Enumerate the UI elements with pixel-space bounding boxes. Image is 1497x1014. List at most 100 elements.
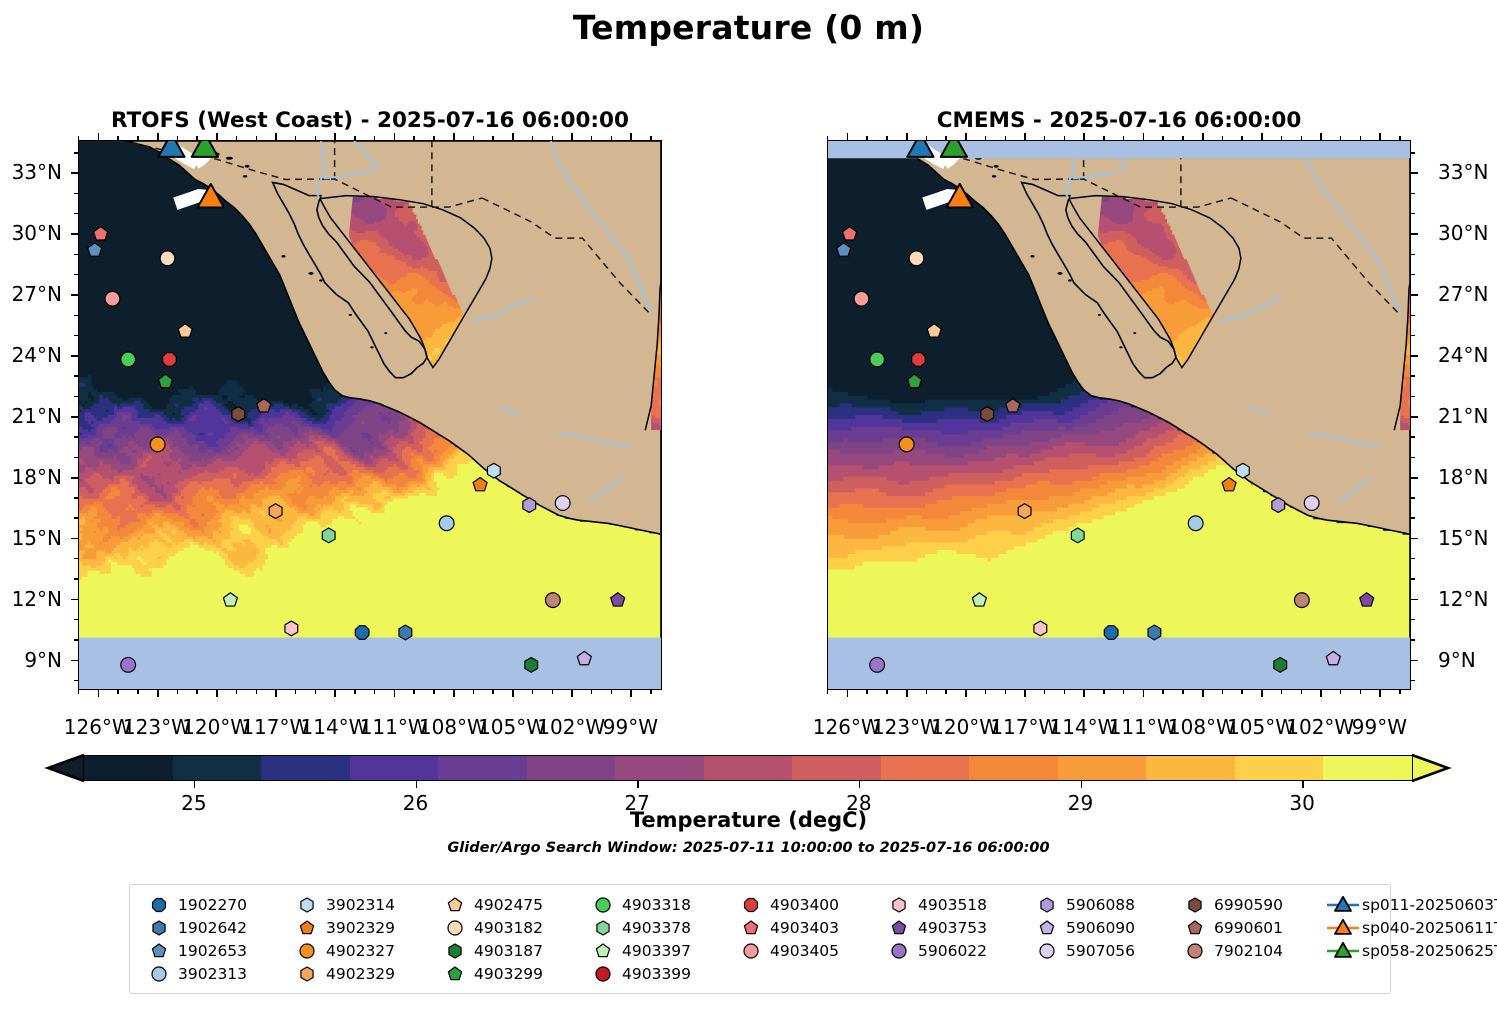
argo-marker[interactable]: [162, 352, 177, 367]
argo-marker[interactable]: [354, 625, 370, 640]
colorbar-min-arrow-edge: [44, 753, 85, 783]
argo-marker[interactable]: [398, 624, 413, 641]
argo-marker[interactable]: [1147, 624, 1162, 641]
argo-marker[interactable]: [1359, 592, 1375, 607]
argo-marker[interactable]: [1325, 650, 1341, 666]
argo-marker[interactable]: [157, 373, 174, 389]
argo-marker[interactable]: [1293, 592, 1310, 609]
argo-marker[interactable]: [576, 650, 592, 666]
map-cmems[interactable]: [827, 140, 1411, 690]
argo-marker[interactable]: [149, 436, 166, 453]
argo-marker[interactable]: [120, 351, 137, 368]
argo-marker[interactable]: [842, 226, 858, 241]
glider-marker[interactable]: [157, 140, 186, 158]
argo-marker[interactable]: [1271, 497, 1286, 514]
argo-marker[interactable]: [906, 373, 923, 389]
argo-marker[interactable]: [544, 592, 561, 609]
argo-marker[interactable]: [1187, 515, 1204, 532]
argo-marker[interactable]: [321, 527, 336, 544]
argo-marker[interactable]: [87, 242, 103, 257]
lat-tick: [1411, 659, 1418, 662]
argo-marker[interactable]: [971, 592, 988, 607]
glider-markers[interactable]: [157, 140, 225, 209]
lat-label: 12°N: [1438, 586, 1489, 611]
gulf-coast: [318, 194, 493, 369]
legend-label: 1902270: [178, 895, 248, 914]
argo-marker[interactable]: [554, 495, 571, 512]
argo-marker[interactable]: [1103, 625, 1119, 640]
argo-marker[interactable]: [898, 436, 915, 453]
argo-marker[interactable]: [438, 515, 455, 532]
argo-marker[interactable]: [1033, 620, 1048, 637]
argo-marker[interactable]: [908, 250, 925, 267]
colorbar-tick: [1080, 781, 1083, 788]
argo-marker[interactable]: [836, 242, 852, 257]
argo-marker[interactable]: [1235, 462, 1250, 479]
colorbar-tick: [637, 781, 639, 788]
sst-band: [828, 141, 1077, 404]
argo-marker[interactable]: [472, 476, 488, 492]
argo-marker[interactable]: [486, 462, 501, 479]
lon-tick: [393, 690, 396, 697]
legend-entry: 1902642: [140, 917, 288, 938]
colorbar-band: [526, 756, 616, 780]
argo-marker[interactable]: [222, 592, 239, 607]
argo-marker[interactable]: [1005, 397, 1021, 413]
argo-marker[interactable]: [926, 323, 942, 338]
lon-tick: [1024, 690, 1026, 697]
argo-marker[interactable]: [853, 290, 870, 307]
argo-marker[interactable]: [268, 503, 283, 520]
argo-marker[interactable]: [1017, 503, 1032, 520]
argo-marker[interactable]: [980, 406, 995, 423]
lat-tick-minor: [74, 213, 78, 215]
lon-label: 123°W: [122, 715, 191, 739]
argo-marker[interactable]: [93, 226, 109, 241]
argo-markers[interactable]: [87, 226, 626, 673]
argo-marker[interactable]: [1070, 527, 1085, 544]
argo-marker[interactable]: [284, 620, 299, 637]
glider-markers[interactable]: [906, 140, 974, 209]
map-rtofs[interactable]: [78, 140, 662, 690]
lon-tick: [630, 690, 633, 697]
argo-marker[interactable]: [522, 497, 537, 514]
lon-tick: [1201, 690, 1204, 697]
argo-marker[interactable]: [610, 592, 626, 607]
lon-tick-top-minor: [590, 136, 593, 140]
argo-marker[interactable]: [869, 656, 886, 673]
lon-tick: [846, 690, 849, 697]
island: [308, 272, 314, 275]
lat-label: 9°N: [24, 647, 62, 672]
argo-marker[interactable]: [1273, 656, 1288, 673]
argo-markers[interactable]: [836, 226, 1375, 673]
legend-label: 1902642: [178, 918, 248, 937]
lon-tick-top: [452, 133, 455, 140]
lon-label: 111°W: [1108, 715, 1177, 739]
argo-marker[interactable]: [911, 352, 926, 367]
gulf-water: [1097, 196, 1214, 368]
argo-marker[interactable]: [1303, 495, 1320, 512]
lon-tick-top-minor: [1182, 136, 1184, 140]
glider-marker[interactable]: [939, 140, 968, 158]
argo-marker[interactable]: [159, 250, 176, 267]
legend: 1902270 3902314 4902475 4903318 4903400 49035…: [129, 884, 1497, 994]
argo-marker[interactable]: [177, 323, 193, 338]
argo-marker[interactable]: [120, 656, 137, 673]
argo-marker[interactable]: [231, 406, 246, 423]
lon-tick-minor: [925, 690, 928, 694]
lon-tick-top: [905, 133, 908, 140]
argo-marker[interactable]: [256, 397, 272, 413]
legend-marker: [436, 964, 474, 984]
argo-marker[interactable]: [869, 351, 886, 368]
argo-marker[interactable]: [524, 656, 539, 673]
lat-tick: [71, 598, 78, 601]
glider-marker[interactable]: [190, 140, 219, 158]
lon-label: 114°W: [1049, 715, 1118, 739]
argo-marker[interactable]: [104, 290, 121, 307]
legend-marker: [584, 918, 622, 938]
argo-marker[interactable]: [1221, 476, 1237, 492]
glider-marker[interactable]: [906, 140, 935, 158]
glider-marker[interactable]: [945, 182, 974, 209]
glider-marker[interactable]: [196, 182, 225, 209]
colorbar-min-arrow: [48, 755, 83, 781]
colorbar-band: [615, 756, 704, 780]
